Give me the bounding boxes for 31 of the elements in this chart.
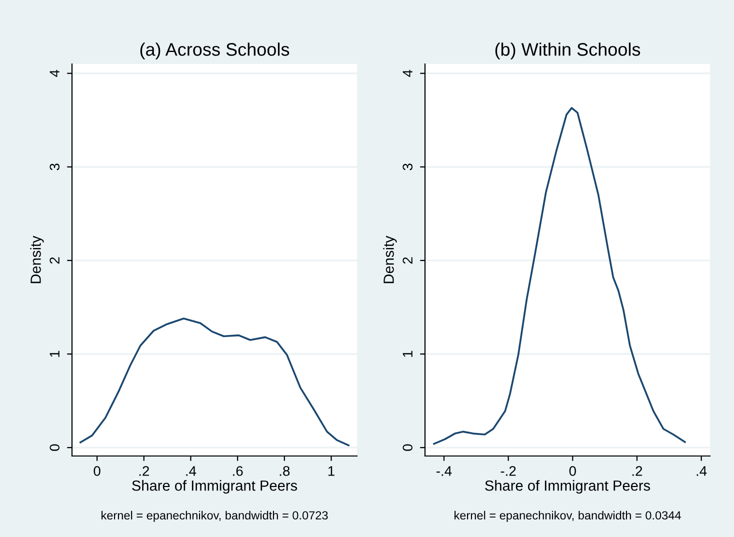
y-tick-label: 2 — [50, 257, 60, 264]
x-tick-label: .4 — [696, 466, 707, 476]
y-axis-title: Density — [383, 236, 397, 284]
x-tick-label: .6 — [233, 466, 243, 476]
text: kernel = epanechnikov, bandwidth = 0.0344 — [454, 510, 681, 522]
y-tick-label: 1 — [50, 350, 60, 357]
y-tick-label: 2 — [402, 257, 412, 264]
chart-title: (a) Across Schools — [140, 42, 290, 60]
y-tick-label: 3 — [402, 164, 413, 170]
chart-title: (b) Within Schools — [495, 42, 640, 60]
text: kernel = epanechnikov, bandwidth = 0.0723 — [102, 510, 328, 522]
x-tick-label: .2 — [632, 466, 642, 476]
x-tick-label: -.4 — [436, 466, 452, 476]
x-tick-label: .2 — [139, 466, 149, 476]
y-tick-label: 3 — [50, 164, 60, 170]
x-axis-title: Share of Immigrant Peers — [132, 480, 298, 494]
y-tick-label: 1 — [402, 350, 412, 357]
y-tick-label: 0 — [402, 444, 413, 451]
x-tick-label: 1 — [328, 466, 334, 476]
y-tick-label: 0 — [50, 444, 60, 451]
x-tick-label: 0 — [569, 466, 576, 476]
y-axis-title: Density — [30, 236, 44, 284]
line-series — [433, 107, 686, 445]
x-tick-label: .4 — [186, 466, 196, 476]
y-tick-label: 4 — [402, 70, 412, 77]
x-tick-label: -.2 — [500, 466, 516, 476]
x-tick-label: 0 — [94, 466, 100, 476]
x-tick-label: .8 — [280, 466, 290, 476]
y-tick-label: 4 — [50, 70, 60, 77]
x-axis-title: Share of Immigrant Peers — [485, 480, 650, 494]
line-series — [80, 318, 350, 446]
